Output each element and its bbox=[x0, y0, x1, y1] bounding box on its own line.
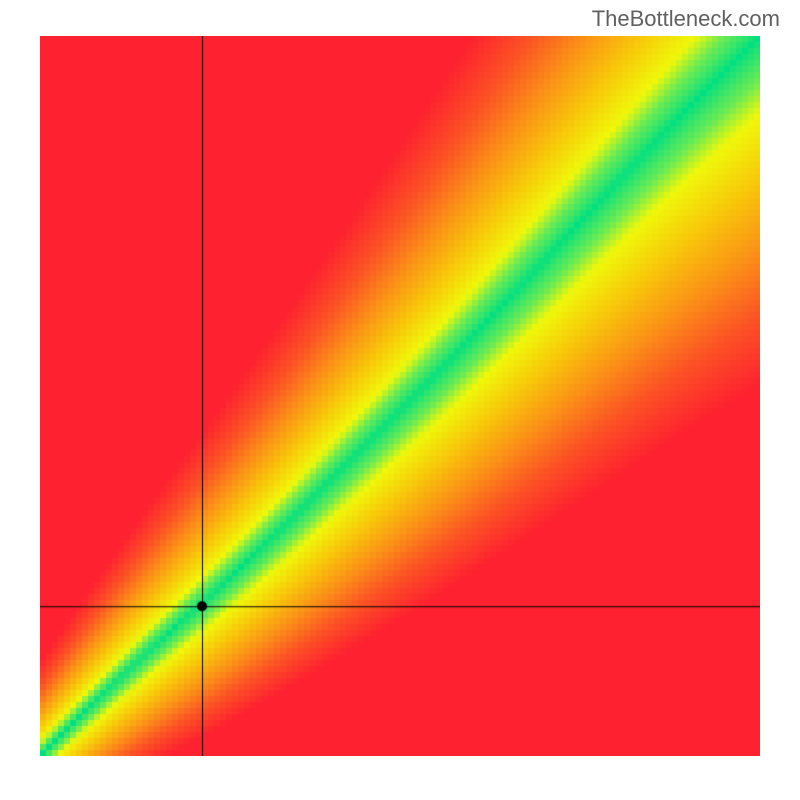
heatmap-plot bbox=[40, 36, 760, 756]
heatmap-canvas bbox=[40, 36, 760, 756]
chart-container: { "watermark": "TheBottleneck.com", "cha… bbox=[0, 0, 800, 800]
watermark-text: TheBottleneck.com bbox=[592, 6, 780, 32]
